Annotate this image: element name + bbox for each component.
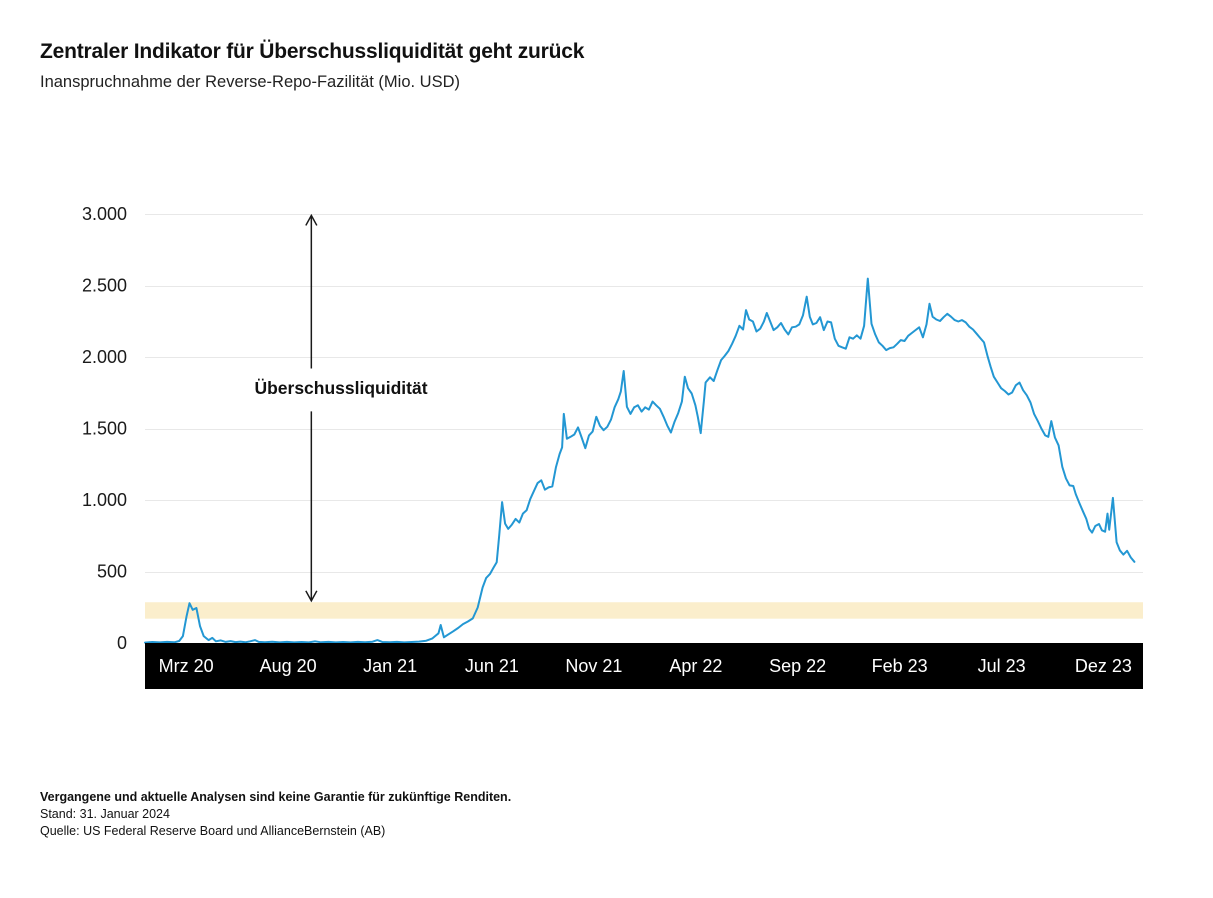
x-tick-label: Sep 22: [769, 656, 826, 676]
y-tick-label: 0: [117, 633, 127, 653]
x-axis-band: [145, 643, 1143, 689]
x-tick-label: Dez 23: [1075, 656, 1132, 676]
arrow-head-up: [305, 213, 318, 226]
page-title: Zentraler Indikator für Überschussliquid…: [40, 40, 585, 63]
y-tick-label: 500: [97, 562, 127, 582]
x-tick-label: Mrz 20: [159, 656, 214, 676]
x-tick-label: Apr 22: [669, 656, 722, 676]
y-tick-label: 2.000: [82, 347, 127, 367]
arrow-head-down: [305, 590, 318, 603]
series-line: [144, 277, 1136, 644]
data-series: [144, 277, 1136, 644]
footer-as-of-date: Stand: 31. Januar 2024: [40, 807, 170, 821]
y-tick-label: 3.000: [82, 204, 127, 224]
y-tick-label: 1.000: [82, 490, 127, 510]
page-subtitle: Inanspruchnahme der Reverse-Repo-Fazilit…: [40, 73, 460, 91]
footer-disclaimer: Vergangene und aktuelle Analysen sind ke…: [40, 790, 512, 804]
x-tick-label: Jun 21: [465, 656, 519, 676]
footer: Vergangene und aktuelle Analysen sind ke…: [40, 789, 511, 840]
band-rect: [145, 602, 1143, 619]
footer-source: Quelle: US Federal Reserve Board und All…: [40, 824, 386, 838]
x-axis-labels: Mrz 20 Aug 20 Jan 21 Jun 21 Nov 21 Apr 22 Sep …: [159, 656, 1132, 676]
annotation-label: Überschussliquidität: [254, 378, 428, 398]
x-tick-label: Jul 23: [978, 656, 1026, 676]
x-tick-label: Jan 21: [363, 656, 417, 676]
y-axis-labels: 0 500 1.000 1.500 2.000 2.500 3.000: [82, 204, 127, 653]
x-tick-label: Nov 21: [565, 656, 622, 676]
x-tick-label: Aug 20: [260, 656, 317, 676]
y-tick-label: 2.500: [82, 276, 127, 296]
excess-liquidity-arrow: [305, 213, 318, 603]
target-band: [145, 602, 1143, 619]
x-tick-label: Feb 23: [872, 656, 928, 676]
y-tick-label: 1.500: [82, 419, 127, 439]
x-axis-band-rect: [145, 643, 1143, 689]
